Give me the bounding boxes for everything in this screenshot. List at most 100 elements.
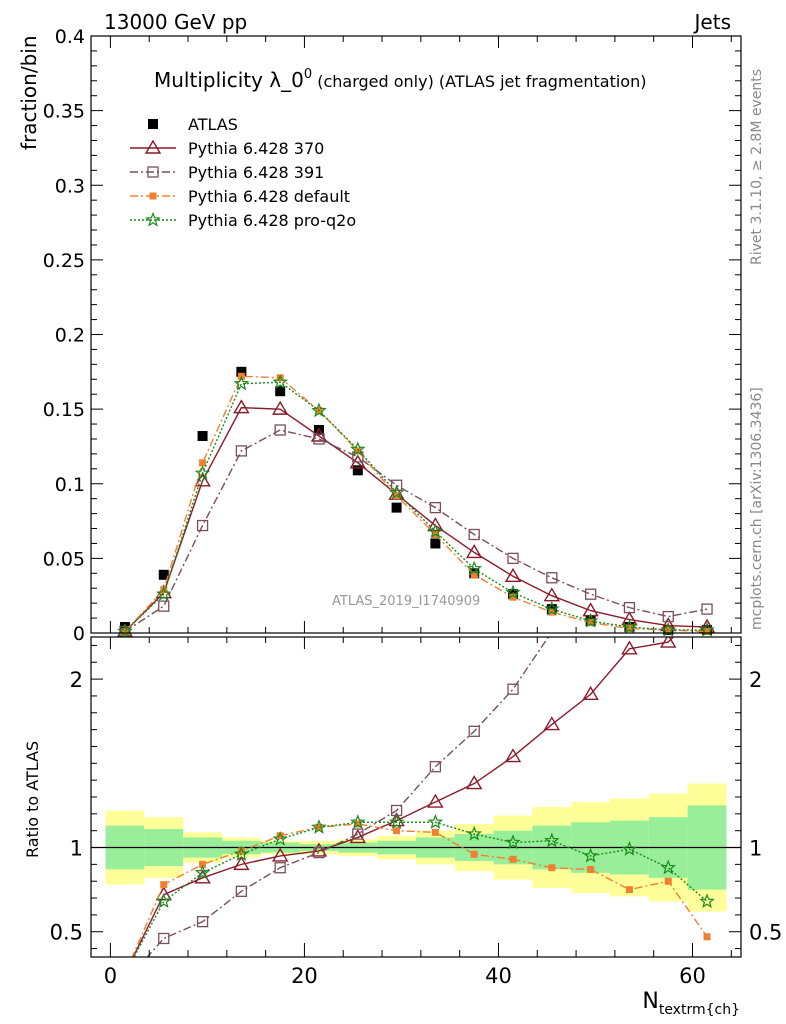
ratio-point-pythia-6-428-pro-q2o	[544, 832, 560, 848]
legend-label: Pythia 6.428 370	[188, 139, 324, 158]
ratio-point-pythia-6-428-default	[509, 855, 517, 863]
ratio-line-pythia-6-428-pro-q2o	[133, 821, 708, 957]
header-jets: Jets	[693, 10, 731, 34]
point-atlas	[391, 502, 402, 513]
legend-entry-pythia-6-428-391: Pythia 6.428 391	[130, 163, 324, 182]
ratio-series-pythia-6-428-pro-q2o	[133, 814, 715, 957]
ratio-line-pythia-6-428-391	[146, 637, 550, 957]
ratio-point-pythia-6-428-391	[158, 932, 170, 945]
ratio-point-pythia-6-428-default	[703, 933, 711, 941]
point-pythia-6-428-pro-q2o	[350, 441, 366, 457]
point-pythia-6-428-370	[310, 427, 328, 442]
legend-entry-pythia-6-428-default: Pythia 6.428 default	[130, 187, 350, 206]
point-pythia-6-428-391	[662, 610, 674, 623]
ratio-ytick-label-right: 2	[749, 668, 762, 692]
ratio-ytick-label: 1	[70, 837, 83, 861]
ratio-point-pythia-6-428-default	[199, 860, 207, 868]
point-pythia-6-428-pro-q2o	[466, 560, 482, 576]
ratio-point-pythia-6-428-default	[625, 886, 633, 894]
point-pythia-6-428-pro-q2o	[427, 523, 444, 539]
legend-label: Pythia 6.428 pro-q2o	[188, 211, 356, 230]
point-pythia-6-428-370	[504, 567, 522, 582]
ratio-point-pythia-6-428-pro-q2o	[311, 819, 327, 834]
point-pythia-6-428-default	[625, 625, 633, 633]
ratio-point-pythia-6-428-391	[468, 725, 480, 737]
point-pythia-6-428-391	[235, 445, 248, 457]
legend-label: Pythia 6.428 default	[188, 187, 350, 206]
ratio-point-pythia-6-428-default	[431, 828, 439, 836]
ratio-point-pythia-6-428-391	[196, 915, 209, 928]
ratio-point-pythia-6-428-370	[504, 748, 522, 763]
main-axis-ticks: 0 0.05 0.1 0.15 0.2 0.25 0.3 0.35 0.4	[43, 26, 741, 645]
ratio-point-pythia-6-428-pro-q2o	[272, 830, 288, 846]
analysis-id: ATLAS_2019_I1740909	[332, 594, 480, 609]
main-panel-frame	[90, 35, 742, 634]
point-atlas	[430, 538, 441, 549]
ratio-point-pythia-6-428-391	[313, 846, 325, 859]
ratio-point-pythia-6-428-pro-q2o	[233, 846, 250, 861]
main-ytick-label: 0.3	[55, 175, 85, 197]
ratio-point-pythia-6-428-default	[470, 850, 478, 858]
legend-marker	[147, 166, 159, 178]
ratio-point-pythia-6-428-370	[427, 793, 444, 808]
ratio-xtick-label: 0	[104, 964, 117, 988]
ratio-point-pythia-6-428-370	[465, 775, 483, 790]
legend: ATLAS Pythia 6.428 370 Pythia 6.428 391 Pyt…	[130, 115, 356, 230]
series-line-pythia-6-428-370	[124, 406, 708, 633]
ratio-point-pythia-6-428-pro-q2o	[156, 893, 172, 909]
main-ytick-label: 0.05	[43, 548, 85, 570]
point-pythia-6-428-391	[390, 479, 403, 491]
main-ytick-label: 0.35	[43, 101, 85, 123]
legend-label: Pythia 6.428 391	[188, 163, 324, 182]
point-pythia-6-428-391	[623, 601, 636, 614]
rivet-label: Rivet 3.1.10, ≥ 2.8M events	[749, 69, 765, 265]
ratio-point-pythia-6-428-default	[664, 877, 672, 885]
ratio-point-pythia-6-428-pro-q2o	[388, 814, 405, 829]
ratio-point-pythia-6-428-default	[354, 820, 362, 828]
ratio-point-pythia-6-428-370	[543, 716, 561, 731]
ratio-point-pythia-6-428-pro-q2o	[582, 847, 599, 863]
ratio-point-pythia-6-428-370	[271, 847, 289, 862]
main-ytick-label: 0.1	[55, 474, 85, 496]
main-series-layer	[116, 366, 716, 639]
point-pythia-6-428-370	[233, 399, 250, 414]
point-pythia-6-428-default	[199, 459, 207, 467]
ratio-point-pythia-6-428-pro-q2o	[660, 859, 676, 875]
main-ylabel: fraction/bin	[17, 36, 41, 151]
point-pythia-6-428-pro-q2o	[156, 586, 172, 601]
legend-label: ATLAS	[188, 115, 238, 134]
point-pythia-6-428-pro-q2o	[388, 484, 405, 500]
ratio-point-pythia-6-428-370	[582, 685, 599, 700]
point-atlas	[352, 465, 363, 476]
legend-entry-atlas: ATLAS	[148, 115, 238, 134]
ratio-point-pythia-6-428-pro-q2o	[350, 814, 366, 829]
point-pythia-6-428-pro-q2o	[194, 465, 211, 480]
ratio-point-pythia-6-428-default	[315, 823, 323, 831]
point-pythia-6-428-default	[509, 593, 517, 601]
ratio-point-pythia-6-428-391	[507, 683, 519, 695]
point-pythia-6-428-391	[468, 528, 480, 541]
point-atlas	[275, 386, 286, 397]
point-pythia-6-428-default	[587, 619, 595, 627]
point-pythia-6-428-default	[121, 628, 129, 636]
point-pythia-6-428-391	[507, 552, 519, 565]
legend-marker	[149, 192, 157, 200]
ratio-point-pythia-6-428-pro-q2o	[699, 893, 715, 909]
plot-title: Multiplicity λ_00 (charged only) (ATLAS …	[154, 67, 646, 92]
point-pythia-6-428-391	[158, 600, 170, 612]
ratio-series-pythia-6-428-default	[131, 820, 711, 957]
point-pythia-6-428-391	[196, 519, 209, 532]
series-line-pythia-6-428-pro-q2o	[124, 381, 708, 633]
ratio-point-pythia-6-428-default	[237, 847, 245, 855]
ratio-point-pythia-6-428-default	[587, 865, 595, 873]
point-pythia-6-428-pro-q2o	[505, 584, 521, 600]
main-ytick-label: 0.2	[55, 325, 85, 347]
ratio-point-pythia-6-428-pro-q2o	[621, 841, 638, 856]
point-pythia-6-428-391	[701, 603, 713, 615]
ratio-point-pythia-6-428-default	[160, 881, 168, 889]
legend-marker	[148, 119, 158, 129]
point-pythia-6-428-default	[703, 628, 711, 636]
point-pythia-6-428-370	[465, 544, 483, 559]
ratio-point-pythia-6-428-391	[429, 761, 442, 773]
